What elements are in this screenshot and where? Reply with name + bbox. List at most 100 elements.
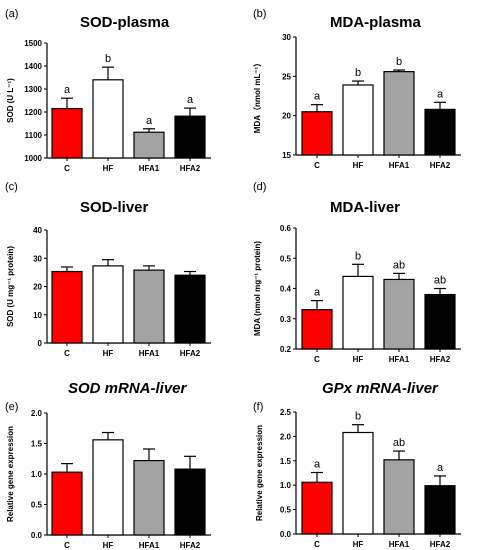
significance-label: a xyxy=(64,84,71,96)
bar-hfa1 xyxy=(383,71,415,156)
bar-c xyxy=(301,309,333,350)
bar-hfa1 xyxy=(133,269,165,344)
significance-label: ab xyxy=(393,259,405,271)
x-tick-label: HFA1 xyxy=(139,164,160,173)
panel-label: (e) xyxy=(5,401,18,413)
significance-label: ab xyxy=(434,275,446,287)
y-tick-label: 2.0 xyxy=(31,409,43,418)
y-tick-label: 0.2 xyxy=(280,345,292,354)
y-tick-label: 1.0 xyxy=(280,481,292,490)
chart-panel-6: (f) GPx mRNA-liver Relative gene expressio… xyxy=(253,380,461,549)
x-tick-label: HF xyxy=(353,355,364,364)
bar-hfa1 xyxy=(133,459,165,536)
chart-title: GPx mRNA-liver xyxy=(322,380,439,397)
x-tick-label: C xyxy=(314,161,320,170)
y-tick-label: 2.5 xyxy=(280,408,292,417)
y-axis-label: MDA（nmol mL⁻¹） xyxy=(252,59,262,133)
bar-c xyxy=(51,270,83,344)
bar-hfa1 xyxy=(133,131,165,159)
x-tick-label: HF xyxy=(103,349,114,358)
bar-hfa2 xyxy=(174,115,206,159)
x-tick-label: C xyxy=(64,541,70,550)
chart-panel-3: (c) SOD-liver SOD (U mg⁻¹ protein) 0 10 20 30 4… xyxy=(5,181,211,358)
x-tick-label: HFA1 xyxy=(389,355,410,364)
bar-hfa2 xyxy=(424,293,456,350)
bar-c xyxy=(51,107,83,159)
x-tick-label: HFA2 xyxy=(180,541,201,550)
bar-hfa2 xyxy=(424,108,456,156)
y-tick-label: 15 xyxy=(282,151,291,160)
bar-hf xyxy=(92,265,124,344)
x-tick-label: HFA1 xyxy=(389,161,410,170)
y-tick-label: 10 xyxy=(33,311,42,320)
bar-hfa1 xyxy=(383,459,415,535)
chart-panel-5: (e) SOD mRNA-liver Relative gene expressio… xyxy=(5,380,211,550)
y-axis-label: SOD (U L⁻¹) xyxy=(6,78,15,123)
bar-hf xyxy=(92,439,124,536)
y-axis-label: Relative gene expression xyxy=(255,425,264,521)
x-tick-label: C xyxy=(314,355,320,364)
chart-title: MDA-plasma xyxy=(330,14,422,31)
y-tick-label: 1500 xyxy=(24,39,42,48)
panel-label: (b) xyxy=(253,8,266,20)
x-tick-label: HFA1 xyxy=(389,540,410,549)
significance-label: a xyxy=(146,115,153,127)
y-axis-label: MDA (nmol mg⁻¹ protein) xyxy=(253,241,262,336)
chart-title: MDA-liver xyxy=(330,199,400,216)
significance-label: a xyxy=(437,462,444,474)
chart-title: SOD-plasma xyxy=(80,14,170,31)
chart-title: SOD mRNA-liver xyxy=(68,380,188,397)
y-tick-label: 0.5 xyxy=(280,254,292,263)
y-tick-label: 0.0 xyxy=(280,530,292,539)
y-tick-label: 25 xyxy=(282,72,291,81)
x-tick-label: HFA2 xyxy=(180,164,201,173)
bar-hf xyxy=(92,79,124,159)
significance-label: b xyxy=(355,67,361,79)
significance-label: a xyxy=(187,94,194,106)
y-tick-label: 20 xyxy=(282,112,291,121)
significance-label: ab xyxy=(393,437,405,449)
x-tick-label: HFA1 xyxy=(139,349,160,358)
y-tick-label: 30 xyxy=(282,33,291,42)
y-tick-label: 2.0 xyxy=(280,432,292,441)
significance-label: b xyxy=(105,53,111,65)
y-tick-label: 1.5 xyxy=(31,440,43,449)
chart-panel-2: (b) MDA-plasma MDA（nmol mL⁻¹） 15 20 25 30 a Cb HF… xyxy=(252,8,461,170)
chart-title: SOD-liver xyxy=(80,199,149,216)
y-tick-label: 0.5 xyxy=(280,506,292,515)
x-tick-label: HF xyxy=(353,540,364,549)
significance-label: a xyxy=(437,88,444,100)
panel-label: (a) xyxy=(5,8,18,20)
panel-label: (c) xyxy=(5,181,18,193)
y-tick-label: 30 xyxy=(33,254,42,263)
significance-label: b xyxy=(396,56,402,68)
y-tick-label: 1300 xyxy=(24,85,42,94)
x-tick-label: C xyxy=(314,540,320,549)
significance-label: b xyxy=(355,250,361,262)
y-tick-label: 0.6 xyxy=(280,224,292,233)
x-tick-label: HF xyxy=(353,161,364,170)
chart-panel-1: (a) SOD-plasma SOD (U L⁻¹) 1000 1100 1200 1300… xyxy=(5,8,211,173)
bar-c xyxy=(301,481,333,535)
y-tick-label: 0.3 xyxy=(280,315,292,324)
x-tick-label: HFA2 xyxy=(180,349,201,358)
bar-hfa2 xyxy=(174,468,206,536)
y-tick-label: 1400 xyxy=(24,62,42,71)
bar-hf xyxy=(342,84,374,156)
bar-c xyxy=(301,111,333,156)
y-tick-label: 0 xyxy=(38,339,43,348)
bar-hfa1 xyxy=(383,278,415,350)
y-tick-label: 1200 xyxy=(24,108,42,117)
y-tick-label: 1.0 xyxy=(31,470,43,479)
bar-hfa2 xyxy=(424,485,456,535)
y-tick-label: 0.0 xyxy=(31,531,43,540)
y-tick-label: 40 xyxy=(33,226,42,235)
significance-label: a xyxy=(314,287,321,299)
x-tick-label: HF xyxy=(103,164,114,173)
y-tick-label: 1000 xyxy=(24,154,42,163)
y-tick-label: 1.5 xyxy=(280,457,292,466)
significance-label: b xyxy=(355,411,361,423)
x-tick-label: C xyxy=(64,349,70,358)
x-tick-label: HFA2 xyxy=(430,355,451,364)
